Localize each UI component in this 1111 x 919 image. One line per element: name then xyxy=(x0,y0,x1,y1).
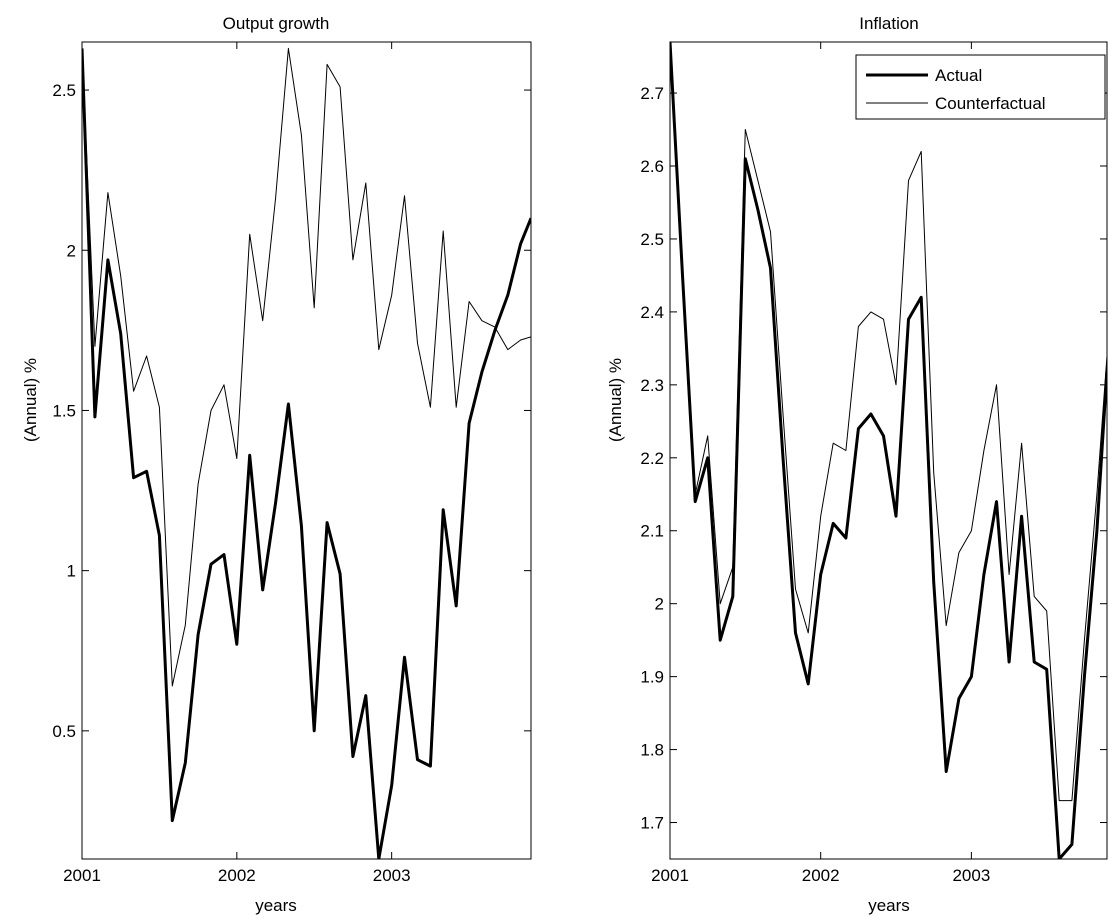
legend-box xyxy=(855,54,1106,120)
chart-title: Inflation xyxy=(859,14,919,33)
y-tick-label: 2 xyxy=(67,241,76,260)
x-axis: 2001 2002 2003 xyxy=(651,42,990,885)
y-tick-label: 2.4 xyxy=(640,303,664,322)
series-lines xyxy=(670,42,1107,859)
y-axis-label: (Annual) % xyxy=(21,358,40,442)
series-line-actual xyxy=(82,48,531,859)
legend: Actual Counterfactual xyxy=(855,54,1106,120)
y-tick-label: 1.7 xyxy=(640,814,664,833)
x-tick-label: 2001 xyxy=(63,866,101,885)
x-tick-label: 2002 xyxy=(218,866,256,885)
y-tick-label: 1.9 xyxy=(640,668,664,687)
y-tick-label: 2.1 xyxy=(640,522,664,541)
y-tick-label: 2 xyxy=(655,595,664,614)
y-tick-label: 2.7 xyxy=(640,84,664,103)
x-axis: 2001 2002 2003 xyxy=(63,42,411,885)
x-tick-label: 2003 xyxy=(373,866,411,885)
y-axis: 0.5 1 1.5 2 2.5 xyxy=(52,81,531,741)
y-tick-label: 1 xyxy=(67,562,76,581)
y-tick-label: 2.2 xyxy=(640,449,664,468)
y-tick-label: 1.5 xyxy=(52,401,76,420)
x-tick-label: 2002 xyxy=(802,866,840,885)
chart-title: Output growth xyxy=(223,14,330,33)
x-tick-label: 2003 xyxy=(952,866,990,885)
series-line-counterfactual xyxy=(82,47,531,687)
legend-label-counterfactual: Counterfactual xyxy=(935,94,1046,113)
inflation-chart: Inflation 2001 2002 2003 1.71.81.922.12.22… xyxy=(606,14,1108,915)
y-axis: 1.7 1.8 1.9 2 2.1 2.2 2.3 2.4 2.5 2.6 2.7 xyxy=(640,84,1107,833)
plot-frame xyxy=(81,41,532,860)
y-tick-label: 1.8 xyxy=(640,741,664,760)
x-axis-label: years xyxy=(868,896,910,915)
y-axis-label: (Annual) % xyxy=(606,358,625,442)
x-axis-label: years xyxy=(255,896,297,915)
y-tick-label: 2.3 xyxy=(640,376,664,395)
plot-frame xyxy=(669,41,1108,860)
legend-label-actual: Actual xyxy=(935,66,982,85)
x-tick-label: 2001 xyxy=(651,866,689,885)
y-tick-label: 2.5 xyxy=(52,81,76,100)
series-lines xyxy=(82,47,531,859)
y-tick-label: 2.5 xyxy=(640,230,664,249)
y-tick-label: 0.5 xyxy=(52,722,76,741)
series-line-actual xyxy=(670,42,1107,859)
output-growth-chart: Output growth 2001 2002 2003 0.5 1 1.5 2 2.5 y… xyxy=(21,14,532,915)
series-line-counterfactual xyxy=(670,42,1107,802)
y-tick-label: 2.6 xyxy=(640,157,664,176)
